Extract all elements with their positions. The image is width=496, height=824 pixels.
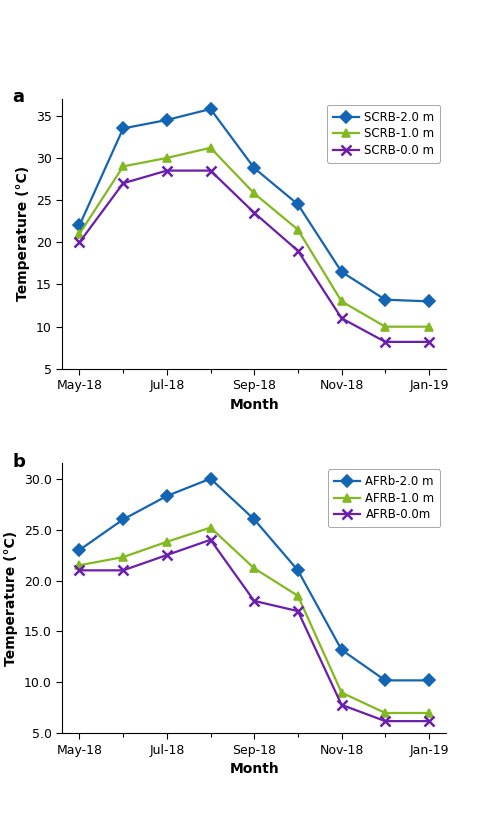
AFRb-2.0 m	[251, 514, 257, 524]
SCRB-0.0 m	[120, 178, 126, 188]
SCRB-0.0 m	[426, 337, 432, 347]
SCRB-1.0 m	[339, 297, 345, 307]
SCRB-2.0 m	[426, 297, 432, 307]
SCRB-0.0 m	[382, 337, 388, 347]
SCRB-0.0 m	[76, 237, 82, 247]
AFRb-2.0 m	[120, 514, 126, 524]
AFRB-1.0 m	[382, 708, 388, 718]
Legend: AFRb-2.0 m, AFRB-1.0 m, AFRB-0.0m: AFRb-2.0 m, AFRB-1.0 m, AFRB-0.0m	[328, 470, 440, 527]
AFRB-1.0 m	[120, 552, 126, 562]
SCRB-2.0 m	[251, 163, 257, 173]
AFRB-1.0 m	[251, 564, 257, 574]
AFRB-1.0 m	[339, 688, 345, 698]
Line: AFRb-2.0 m: AFRb-2.0 m	[75, 475, 433, 685]
AFRB-1.0 m	[164, 537, 170, 547]
SCRB-2.0 m	[120, 124, 126, 133]
AFRb-2.0 m	[207, 474, 213, 484]
SCRB-1.0 m	[164, 153, 170, 163]
SCRB-0.0 m	[251, 208, 257, 218]
AFRB-0.0m	[426, 716, 432, 726]
SCRB-2.0 m	[164, 115, 170, 125]
SCRB-1.0 m	[426, 321, 432, 331]
AFRB-1.0 m	[207, 522, 213, 532]
AFRB-1.0 m	[426, 708, 432, 718]
SCRB-0.0 m	[295, 246, 301, 255]
SCRB-1.0 m	[120, 162, 126, 171]
Text: b: b	[12, 452, 25, 471]
SCRB-2.0 m	[207, 104, 213, 114]
SCRB-2.0 m	[339, 267, 345, 277]
SCRB-1.0 m	[295, 225, 301, 235]
AFRB-0.0m	[164, 550, 170, 560]
Line: SCRB-2.0 m: SCRB-2.0 m	[75, 105, 433, 306]
Legend: SCRB-2.0 m, SCRB-1.0 m, SCRB-0.0 m: SCRB-2.0 m, SCRB-1.0 m, SCRB-0.0 m	[327, 105, 440, 162]
AFRb-2.0 m	[295, 565, 301, 575]
AFRB-1.0 m	[295, 591, 301, 601]
AFRB-1.0 m	[76, 560, 82, 570]
AFRb-2.0 m	[426, 676, 432, 686]
SCRB-0.0 m	[207, 166, 213, 176]
AFRB-0.0m	[76, 565, 82, 575]
SCRB-2.0 m	[382, 295, 388, 305]
Line: AFRB-0.0m: AFRB-0.0m	[74, 535, 434, 726]
Y-axis label: Temperature (°C): Temperature (°C)	[4, 531, 18, 666]
AFRb-2.0 m	[76, 545, 82, 555]
AFRb-2.0 m	[164, 491, 170, 501]
X-axis label: Month: Month	[229, 398, 279, 412]
AFRB-0.0m	[339, 700, 345, 709]
Line: SCRB-0.0 m: SCRB-0.0 m	[74, 166, 434, 347]
SCRB-0.0 m	[339, 313, 345, 323]
Y-axis label: Temperature (°C): Temperature (°C)	[16, 166, 30, 302]
AFRB-0.0m	[295, 606, 301, 616]
SCRB-1.0 m	[76, 229, 82, 239]
Line: SCRB-1.0 m: SCRB-1.0 m	[75, 143, 433, 331]
AFRB-0.0m	[207, 535, 213, 545]
SCRB-2.0 m	[76, 221, 82, 231]
SCRB-1.0 m	[382, 321, 388, 331]
Line: AFRB-1.0 m: AFRB-1.0 m	[75, 523, 433, 717]
AFRB-0.0m	[120, 565, 126, 575]
AFRb-2.0 m	[382, 676, 388, 686]
SCRB-1.0 m	[207, 143, 213, 152]
Text: a: a	[12, 88, 24, 106]
SCRB-2.0 m	[295, 199, 301, 209]
AFRB-0.0m	[251, 596, 257, 606]
X-axis label: Month: Month	[229, 762, 279, 776]
AFRB-0.0m	[382, 716, 388, 726]
SCRB-1.0 m	[251, 189, 257, 199]
SCRB-0.0 m	[164, 166, 170, 176]
AFRb-2.0 m	[339, 645, 345, 655]
